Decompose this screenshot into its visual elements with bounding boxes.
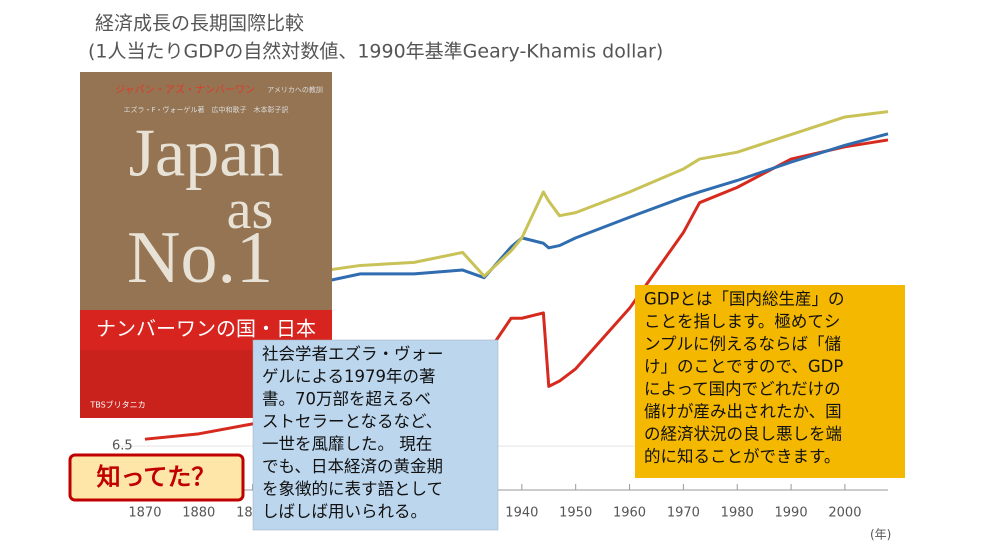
book-title: Japan <box>129 115 284 191</box>
book-authors: エズラ・F・ヴォーゲル著 広中和歌子 木本彰子訳 <box>123 105 288 114</box>
callout-line: によって国内でどれだけの <box>644 380 841 399</box>
callout-line: ストセラーとなるなど、 <box>262 412 442 431</box>
book-top-title: ジャパン・アズ・ナンバーワン <box>115 83 255 96</box>
book-title: as <box>227 179 274 241</box>
callout-line: け」のことですので、GDP <box>644 357 843 376</box>
callout-text: 社会学者エズラ・ヴォーゲルによる1979年の著書。70万部を超えるベストセラーと… <box>262 345 444 522</box>
callout-line: しばしば用いられる。 <box>262 502 427 521</box>
callout-line: 的に知ることができます。 <box>644 447 840 466</box>
x-unit: (年) <box>870 528 891 542</box>
chart-title: 経済成長の長期国際比較 <box>95 13 304 35</box>
y-tick-label: 6.5 <box>112 439 133 454</box>
x-tick-label: 1950 <box>559 506 592 521</box>
book-publisher: TBSブリタニカ <box>89 400 145 410</box>
x-tick-label: 2000 <box>828 506 861 521</box>
chart-subtitle: (1人当たりGDPの自然対数値、1990年基準Geary-Khamis doll… <box>88 41 663 63</box>
callout-box <box>252 339 499 531</box>
x-tick-label: 1940 <box>505 506 538 521</box>
x-tick-label: 1870 <box>128 506 161 521</box>
badge[interactable] <box>68 453 245 502</box>
callout-line: 書。70万部を超えるベ <box>262 390 431 409</box>
callout-box <box>635 285 905 478</box>
book-title: No.1 <box>127 217 273 299</box>
x-tick-label: 1990 <box>775 506 808 521</box>
badge-text: 知ってた？ <box>97 463 216 491</box>
callout-line: を象徴的に表す語として <box>262 480 443 499</box>
callout-line: ンプルに例えるならば「儲 <box>644 335 841 354</box>
callout-text: GDPとは「国内総生産」のことを指します。極めてシンプルに例えるならば「儲け」の… <box>644 290 844 467</box>
callout-line: 一世を風靡した。 現在 <box>262 434 432 454</box>
x-tick-label: 1960 <box>613 506 646 521</box>
x-tick-label: 1980 <box>721 506 754 521</box>
callout-line: 儲けが産み出されたか、国 <box>644 402 842 421</box>
callout-line: の経済状況の良し悪しを端 <box>644 425 842 444</box>
callout-line: 社会学者エズラ・ヴォー <box>262 345 444 364</box>
callout-line: でも、日本経済の黄金期 <box>262 457 443 476</box>
book-subtitle: アメリカへの教訓 <box>267 85 323 94</box>
callout-line: ことを指します。極めてシ <box>644 312 840 331</box>
book-shade <box>80 72 332 312</box>
callout-line: ゲルによる1979年の著 <box>262 367 436 386</box>
callout-line: GDPとは「国内総生産」の <box>644 290 844 309</box>
x-tick-label: 1970 <box>667 506 700 521</box>
x-tick-label: 1880 <box>182 506 215 521</box>
book-band-text: ナンバーワンの国・日本 <box>96 317 316 341</box>
